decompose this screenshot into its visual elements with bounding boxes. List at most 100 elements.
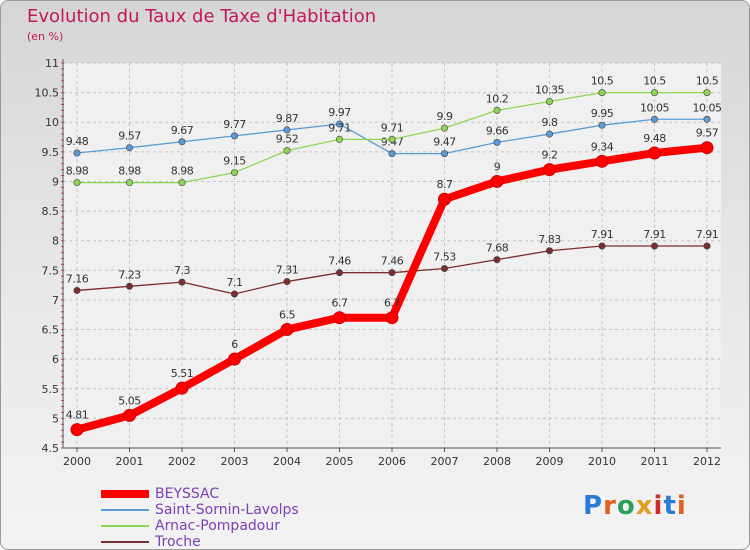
data-label: 9.77 [223,118,246,131]
data-label: 9.71 [328,121,351,134]
y-tick-label: 6 [52,353,59,366]
x-tick-label: 2009 [536,455,564,468]
data-label: 6.7 [384,297,400,310]
data-label: 7.83 [538,233,561,246]
data-point [703,115,711,123]
data-point [126,144,134,152]
legend-label: Saint-Sornin-Lavolps [155,502,299,518]
data-label: 10.5 [696,75,719,88]
data-label: 10.2 [486,92,509,105]
data-label: 9 [494,160,501,173]
data-point [700,141,714,155]
data-label: 10.5 [643,75,666,88]
data-label: 7.91 [643,228,666,241]
x-tick-label: 2011 [641,455,669,468]
data-label: 7.46 [328,255,351,268]
data-point [283,147,291,155]
data-label: 9.47 [433,136,456,149]
data-point [175,381,189,395]
data-label: 9.95 [591,107,614,120]
data-point [126,282,134,290]
x-tick-label: 2003 [221,455,249,468]
y-tick-label: 7.5 [42,264,60,277]
y-tick-label: 11 [45,57,59,70]
x-tick-label: 2012 [693,455,721,468]
data-point [228,352,241,366]
data-point [595,154,609,168]
data-point [283,278,291,286]
data-point [280,323,294,337]
data-point [123,408,136,422]
logo-letter: t [663,491,677,521]
data-label: 7.91 [591,228,614,241]
data-point [283,126,291,134]
legend-label: BEYSSAC [155,486,220,502]
data-label: 4.81 [66,409,89,422]
data-label: 9.52 [276,133,299,146]
data-point [598,89,606,97]
data-point [178,179,186,187]
data-label: 8.98 [118,165,141,178]
y-tick-label: 9 [52,175,59,188]
data-point [650,89,658,97]
data-label: 10.5 [591,75,614,88]
data-point [493,106,501,114]
y-tick-label: 7 [52,294,59,307]
data-point [73,179,81,187]
data-point [178,278,186,286]
data-point [598,242,606,250]
data-label: 9.8 [542,116,558,129]
logo-letter: r [603,491,617,521]
data-label: 9.15 [223,155,246,168]
data-point [73,149,81,157]
x-tick-label: 2002 [168,455,196,468]
data-point [703,242,711,250]
data-label: 7.53 [433,251,456,264]
logo-letter: o [616,491,636,521]
legend-label: Arnac-Pompadour [155,518,280,534]
y-tick-label: 8 [52,235,59,248]
data-point [126,179,134,187]
data-label: 6 [231,338,238,351]
data-point [388,150,396,158]
data-point [70,423,84,437]
data-point [231,290,239,298]
data-label: 9.34 [591,140,614,153]
data-point [333,311,346,325]
data-label: 7.23 [118,268,141,281]
y-tick-label: 5 [52,412,59,425]
x-tick-label: 2010 [588,455,616,468]
data-label: 9.57 [118,130,141,143]
x-tick-label: 2008 [483,455,511,468]
y-tick-label: 10.5 [35,87,60,100]
data-point [231,169,239,177]
data-point [178,138,186,146]
chart-subtitle: (en %) [27,30,64,43]
data-label: 7.16 [66,272,89,285]
data-point [490,174,504,188]
data-label: 10.35 [535,84,564,97]
data-label: 9.67 [171,124,194,137]
data-label: 7.3 [174,264,190,277]
y-tick-label: 4.5 [42,442,60,455]
data-point [440,150,448,158]
x-tick-label: 2000 [63,455,91,468]
y-tick-label: 5.5 [42,383,60,396]
data-label: 7.31 [276,264,299,277]
y-tick-label: 6.5 [42,324,60,337]
x-tick-label: 2005 [326,455,354,468]
data-point [231,132,239,140]
data-label: 6.7 [332,297,348,310]
data-point [440,124,448,132]
logo-letter: x [635,491,654,521]
data-label: 8.98 [66,165,89,178]
y-tick-label: 9.5 [42,146,60,159]
data-point [703,89,711,97]
data-point [545,130,553,138]
data-label: 10.05 [640,101,669,114]
data-point [335,135,343,143]
data-point [650,115,658,123]
data-label: 5.51 [171,367,194,380]
legend-swatch [101,509,149,511]
data-point [493,138,501,146]
